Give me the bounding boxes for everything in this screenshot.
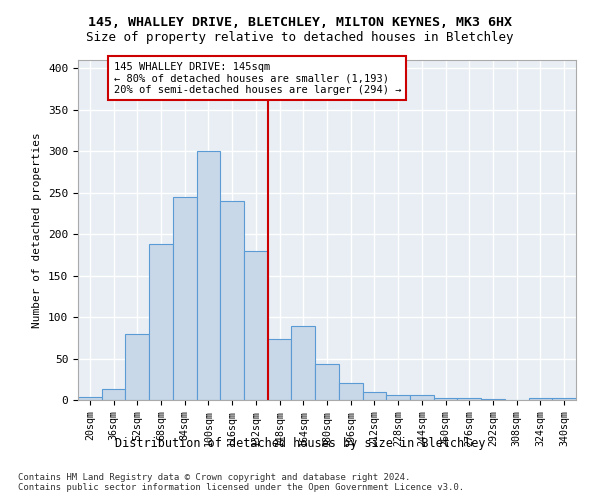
Text: 145, WHALLEY DRIVE, BLETCHLEY, MILTON KEYNES, MK3 6HX: 145, WHALLEY DRIVE, BLETCHLEY, MILTON KE… <box>88 16 512 29</box>
Bar <box>529 398 552 400</box>
Bar <box>292 326 315 400</box>
Bar <box>78 396 102 400</box>
Bar <box>268 340 292 400</box>
Bar <box>220 201 244 400</box>
Text: Contains HM Land Registry data © Crown copyright and database right 2024.
Contai: Contains HM Land Registry data © Crown c… <box>18 472 464 492</box>
Text: Size of property relative to detached houses in Bletchley: Size of property relative to detached ho… <box>86 31 514 44</box>
Text: Distribution of detached houses by size in Bletchley: Distribution of detached houses by size … <box>115 438 485 450</box>
Bar <box>457 398 481 400</box>
Bar <box>315 364 339 400</box>
Bar <box>481 399 505 400</box>
Bar <box>362 392 386 400</box>
Bar <box>149 244 173 400</box>
Bar <box>125 334 149 400</box>
Bar <box>386 395 410 400</box>
Bar <box>102 389 125 400</box>
Bar <box>410 395 434 400</box>
Bar <box>339 384 362 400</box>
Bar <box>552 398 576 400</box>
Text: 145 WHALLEY DRIVE: 145sqm
← 80% of detached houses are smaller (1,193)
20% of se: 145 WHALLEY DRIVE: 145sqm ← 80% of detac… <box>113 62 401 95</box>
Bar <box>434 398 457 400</box>
Y-axis label: Number of detached properties: Number of detached properties <box>32 132 43 328</box>
Bar <box>173 197 197 400</box>
Bar <box>244 250 268 400</box>
Bar <box>197 151 220 400</box>
